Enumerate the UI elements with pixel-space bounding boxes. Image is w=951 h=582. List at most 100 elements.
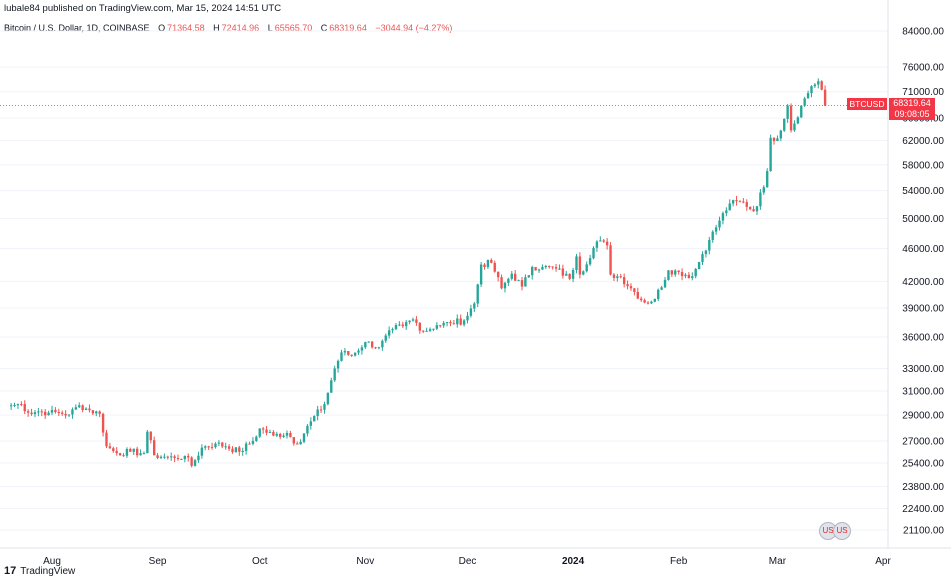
price-tick-label: 33000.00 [902, 364, 944, 375]
candle-body [118, 453, 122, 456]
candle-body [513, 273, 517, 281]
candle-body [316, 409, 319, 417]
candle-body [445, 322, 449, 324]
candle-body [657, 289, 660, 299]
us-flag-event-icon[interactable]: US [833, 522, 851, 540]
low-value: 65565.70 [274, 23, 313, 33]
candle-body [309, 421, 313, 426]
candle-body [381, 340, 384, 348]
candle-body [105, 432, 108, 447]
price-tick-label: 39000.00 [902, 304, 944, 315]
price-tick-label: 50000.00 [902, 214, 944, 225]
candle-body [129, 448, 132, 452]
candle-body [173, 456, 176, 459]
candle-body [626, 284, 629, 287]
candle-body [217, 442, 221, 444]
candle-body [728, 203, 731, 211]
candle-body [74, 407, 78, 410]
price-tick-label: 25400.00 [902, 459, 944, 470]
time-axis[interactable]: Aug Sep Oct Nov Dec 2024 Feb Mar Apr [43, 556, 891, 567]
candle-body [721, 213, 725, 221]
candle-body [687, 274, 691, 279]
candle-body [40, 411, 43, 413]
candle-body [694, 268, 697, 277]
candle-body [442, 322, 445, 326]
candle-body [571, 270, 575, 279]
close-label: C [320, 23, 328, 33]
candle-body [490, 259, 493, 263]
candle-body [98, 411, 101, 414]
candle-body [476, 284, 479, 304]
candle-body [646, 302, 650, 304]
time-tick-label: Sep [149, 556, 167, 567]
candle-body [459, 318, 462, 325]
candle-body [13, 404, 16, 406]
candle-body [112, 448, 115, 451]
candle-body [384, 335, 387, 341]
time-tick-label: Feb [670, 556, 688, 567]
candle-body [37, 411, 40, 413]
candle-body [786, 105, 789, 119]
candle-body [503, 282, 507, 289]
price-tick-label: 62000.00 [902, 136, 944, 147]
high-label: H [213, 23, 220, 33]
candle-body [122, 455, 125, 457]
candle-body [609, 245, 612, 275]
candle-body [350, 354, 353, 356]
candle-body [163, 456, 166, 458]
candle-body [336, 360, 340, 369]
candle-body [582, 271, 585, 275]
candle-body [159, 456, 163, 458]
candle-body [456, 318, 459, 325]
time-tick-label: Mar [769, 556, 787, 567]
candle-body [592, 247, 595, 259]
candle-body [653, 298, 657, 302]
candle-body [374, 347, 377, 349]
symbol-title[interactable]: Bitcoin / U.S. Dollar, 1D, COINBASE [4, 23, 150, 33]
candle-body [343, 351, 347, 353]
candle-body [772, 137, 776, 142]
candle-body [299, 441, 302, 445]
candle-body [783, 118, 786, 131]
candle-body [524, 277, 527, 287]
candle-body [602, 240, 605, 242]
candle-body [684, 274, 687, 277]
price-tick-label: 46000.00 [902, 244, 944, 255]
candle-body [20, 404, 23, 406]
candle-body [275, 433, 278, 436]
time-tick-label: Oct [252, 556, 268, 567]
candle-body [282, 435, 285, 437]
candle-body [680, 272, 684, 277]
price-tick-label: 23800.00 [902, 482, 944, 493]
candle-body [745, 202, 748, 207]
candle-body [115, 450, 118, 454]
candle-body [551, 266, 554, 268]
candle-body [479, 264, 483, 285]
candle-body [558, 268, 561, 270]
footer-brand[interactable]: 17 TradingView [4, 565, 75, 577]
publisher-line: lubale84 published on TradingView.com, M… [4, 3, 282, 14]
candle-body [800, 105, 803, 118]
time-tick-label: Nov [356, 556, 374, 567]
candle-body [510, 273, 513, 279]
candle-body [330, 380, 333, 393]
candle-body [238, 447, 241, 452]
candle-body [817, 81, 820, 85]
candle-body [207, 446, 210, 448]
candle-body [766, 171, 769, 188]
candle-body [507, 278, 510, 283]
candle-body [466, 315, 469, 321]
candle-body [91, 410, 95, 414]
candle-body [612, 274, 616, 278]
candle-body [422, 330, 425, 332]
price-axis[interactable]: 84000.0076000.0071000.0066000.0062000.00… [902, 27, 944, 537]
price-tick-label: 54000.00 [902, 186, 944, 197]
candle-body [176, 458, 180, 460]
candle-body [691, 276, 694, 279]
candle-body [394, 325, 398, 330]
candle-body [428, 329, 432, 331]
candle-body [486, 259, 490, 267]
candle-body [23, 404, 26, 412]
candle-body [667, 270, 670, 280]
